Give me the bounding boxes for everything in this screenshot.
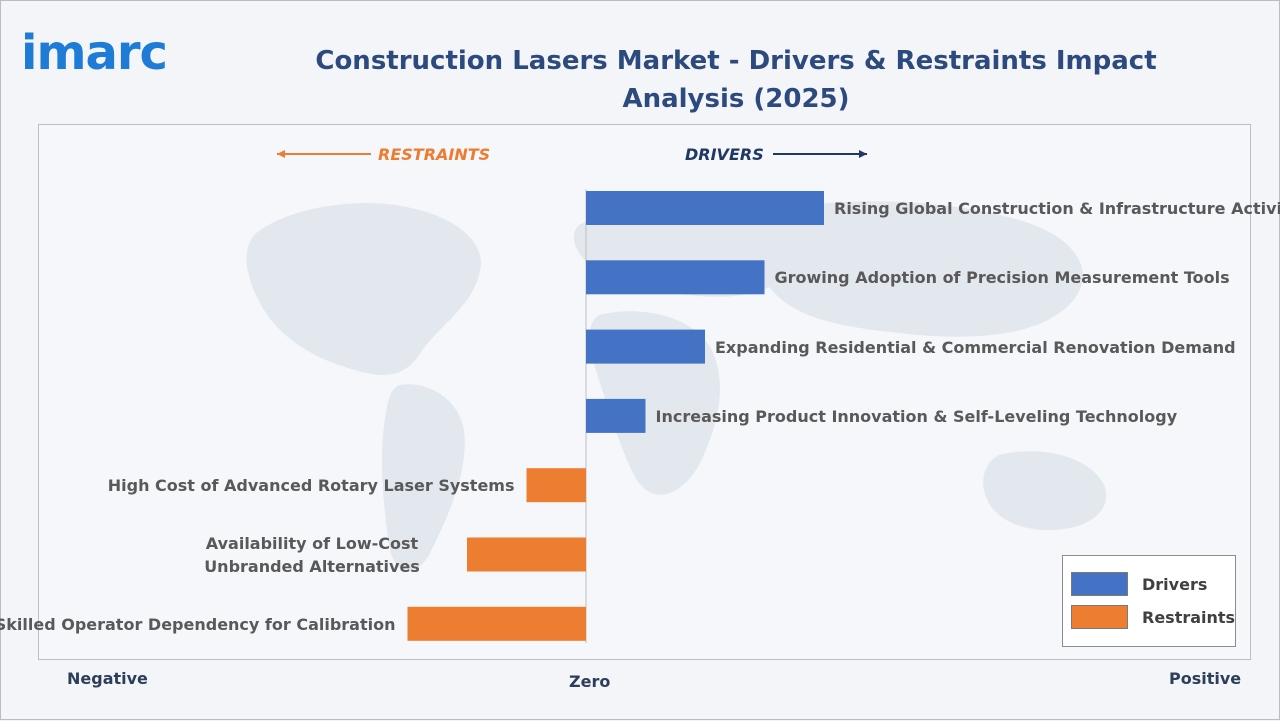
restraints-direction-label: RESTRAINTS: [378, 145, 491, 164]
drivers-direction-label: DRIVERS: [685, 145, 764, 164]
restraint-bar-5: [526, 468, 586, 503]
driver-bar-label-2: Growing Adoption of Precision Measuremen…: [774, 268, 1230, 288]
legend-label-restraints: Restraints: [1142, 607, 1236, 627]
legend: Drivers Restraints: [1062, 555, 1236, 647]
legend-label-drivers: Drivers: [1142, 574, 1208, 594]
axis-negative-label: Negative: [67, 669, 148, 688]
driver-bar-label-3: Expanding Residential & Commercial Renov…: [715, 337, 1236, 357]
drivers-arrow-head: [859, 150, 867, 158]
restraint-bar-6: [467, 537, 586, 572]
chart-title: Construction Lasers Market - Drivers & R…: [315, 46, 1157, 114]
driver-bar-4: [586, 398, 646, 433]
legend-item-drivers: Drivers: [1071, 572, 1207, 596]
axis-zero-label: Zero: [569, 672, 611, 691]
restraints-arrow-head: [277, 150, 285, 158]
driver-bar-2: [586, 260, 765, 295]
driver-bar-label-4: Increasing Product Innovation & Self-Lev…: [655, 406, 1178, 426]
driver-bar-label-1: Rising Global Construction & Infrastruct…: [834, 199, 1280, 218]
imarc-logo: imarc: [21, 25, 168, 81]
axis-positive-label: Positive: [1169, 669, 1242, 688]
restraint-bar-label-5: High Cost of Advanced Rotary Laser Syste…: [107, 476, 515, 496]
legend-swatch-restraints: [1071, 605, 1128, 629]
restraint-bar-7: [407, 606, 586, 641]
driver-bar-1: [586, 191, 824, 225]
legend-swatch-drivers: [1071, 572, 1128, 596]
restraint-bar-label-6: Availability of Low-Cost Unbranded Alter…: [204, 533, 420, 576]
legend-item-restraints: Restraints: [1071, 605, 1235, 629]
restraint-bar-label-7: Skilled Operator Dependency for Calibrat…: [0, 614, 396, 634]
driver-bar-3: [586, 329, 705, 364]
